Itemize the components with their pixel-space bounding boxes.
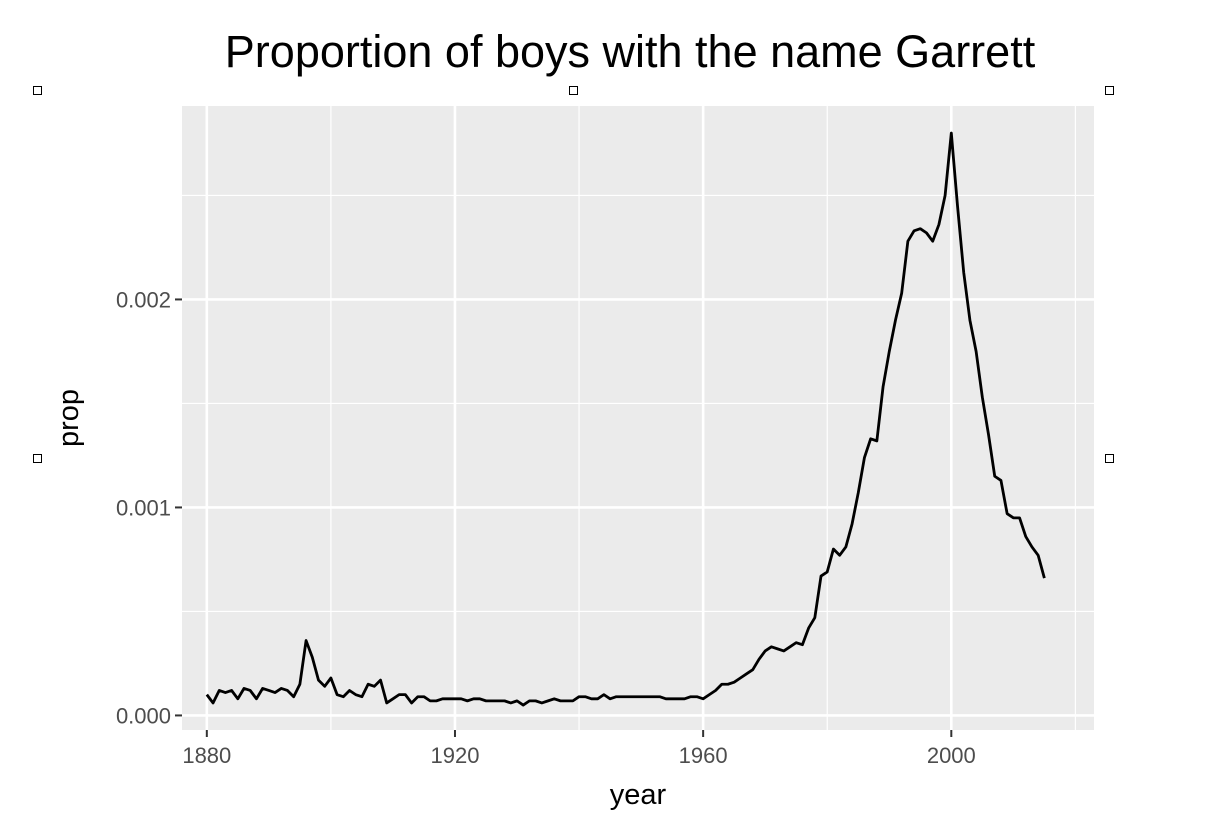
- x-tick-label: 1960: [679, 743, 728, 768]
- selection-handle-top-right[interactable]: [1105, 86, 1114, 95]
- selection-handle-middle-right[interactable]: [1105, 454, 1114, 463]
- selection-handle-top-center[interactable]: [569, 86, 578, 95]
- y-axis: 0.000 0.001 0.002: [116, 287, 182, 728]
- selection-handle-middle-left[interactable]: [33, 454, 42, 463]
- y-tick-label: 0.000: [116, 703, 171, 728]
- y-tick-label: 0.002: [116, 287, 171, 312]
- y-tick-label: 0.001: [116, 495, 171, 520]
- x-axis-title: year: [610, 779, 667, 811]
- chart-title: Proportion of boys with the name Garrett: [224, 26, 1036, 77]
- major-gridlines: [182, 106, 1094, 730]
- selection-handle-top-left[interactable]: [33, 86, 42, 95]
- x-tick-label: 1920: [431, 743, 480, 768]
- y-axis-title: prop: [53, 389, 85, 447]
- x-tick-label: 2000: [927, 743, 976, 768]
- series-line: [205, 131, 1046, 707]
- minor-gridlines: [182, 106, 1094, 730]
- x-axis: 1880 1920 1960 2000: [182, 730, 976, 768]
- x-tick-label: 1880: [182, 743, 231, 768]
